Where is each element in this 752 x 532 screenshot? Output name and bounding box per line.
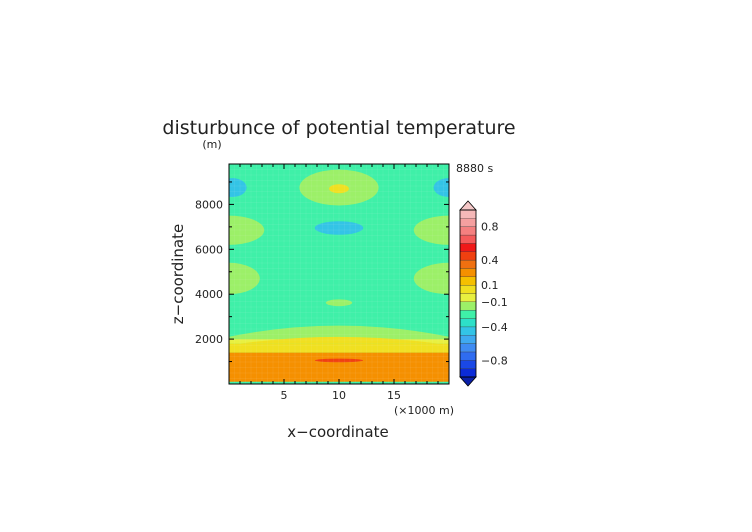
colorbar-segment: [459, 293, 477, 303]
colorbar-segment: [459, 310, 477, 319]
y-tick-label: 4000: [195, 288, 223, 301]
colorbar-segment: [459, 234, 477, 244]
y-tick-label: 2000: [195, 333, 223, 346]
colorbar-segment: [459, 243, 477, 252]
y-unit-label: (m): [202, 138, 221, 151]
heatmap-hump-4: [240, 336, 438, 344]
heatmap-cell-9: [229, 215, 265, 245]
colorbar-segment: [459, 284, 477, 294]
y-tick-label: 6000: [195, 243, 223, 256]
chart-title: disturbunce of potential temperature: [162, 117, 515, 139]
colorbar-segment: [459, 343, 477, 353]
y-tick-label: 8000: [195, 198, 223, 211]
colorbar-tick-label: −0.1: [481, 296, 508, 309]
colorbar-segment: [459, 360, 477, 369]
colorbar-tick-label: −0.4: [481, 321, 508, 334]
heatmap-cell-11: [314, 221, 364, 235]
colorbar-bottom-arrow: [459, 376, 477, 387]
heatmap-hump-3: [229, 325, 449, 340]
x-axis-label: x−coordinate: [287, 423, 388, 441]
time-label: 8880 s: [456, 162, 493, 175]
heatmap-cell-7: [229, 262, 260, 295]
heatmap-band-0: [229, 352, 449, 382]
heatmap-cell-8: [413, 262, 449, 295]
colorbar-segment: [459, 368, 477, 378]
colorbar-tick-label: 0.4: [481, 254, 499, 267]
colorbar-segment: [459, 268, 477, 277]
colorbar-segment: [459, 351, 477, 361]
heatmap-field: [229, 164, 449, 384]
colorbar-segment: [459, 226, 477, 236]
heatmap-cell-15: [433, 178, 449, 197]
colorbar-segment: [459, 259, 477, 269]
heatmap-cell-10: [413, 215, 449, 245]
x-unit-label: (×1000 m): [394, 404, 454, 417]
y-axis-label: z−coordinate: [169, 224, 187, 324]
heatmap-cell-14: [229, 178, 247, 197]
heatmap-cell-6: [325, 299, 353, 307]
colorbar-segment: [459, 301, 477, 311]
axis-ticks: 5 10 15 2000 4000 6000 8000: [195, 164, 449, 402]
x-tick-label: 15: [387, 389, 401, 402]
colorbar-tick-label: −0.8: [481, 354, 508, 367]
heatmap-cell-5: [314, 358, 364, 363]
heatmap-cell-13: [329, 184, 349, 194]
colorbar-segment: [459, 251, 477, 261]
colorbar-top-arrow: [459, 200, 477, 211]
colorbar-segment: [459, 318, 477, 328]
colorbar-segment: [459, 326, 477, 336]
colorbar-tick-label: 0.1: [481, 279, 499, 292]
heatmap-band-1: [229, 343, 449, 353]
colorbar-segment: [459, 218, 477, 227]
colorbar-frame: [459, 209, 477, 378]
x-tick-label: 5: [281, 389, 288, 402]
colorbar-tick-label: 0.8: [481, 221, 499, 234]
colorbar-segment: [459, 335, 477, 344]
colorbar-segment: [459, 209, 477, 219]
colorbar: 0.8 0.4 0.1 −0.1 −0.4 −0.8: [459, 200, 508, 387]
colorbar-segment: [459, 276, 477, 286]
x-tick-label: 10: [332, 389, 346, 402]
